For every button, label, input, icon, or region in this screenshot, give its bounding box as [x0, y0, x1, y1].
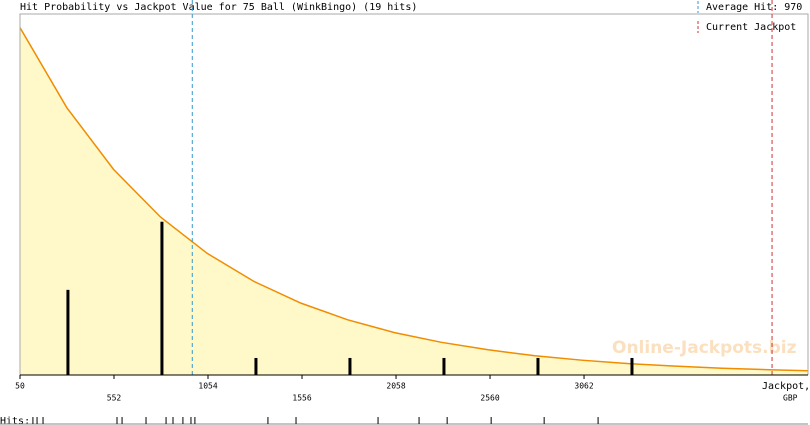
chart-title: Hit Probability vs Jackpot Value for 75 … [20, 2, 417, 13]
legend-box [697, 0, 808, 36]
x-tick-label: 3062 [574, 382, 593, 391]
bar [348, 357, 352, 375]
x-tick-label: 552 [107, 394, 122, 403]
x-tick-label: 1054 [198, 382, 217, 391]
x-tick-label: 2560 [480, 394, 499, 403]
plot-frame [19, 13, 809, 375]
curve [19, 27, 809, 372]
x-tick-label: 1556 [292, 394, 311, 403]
area-fill [20, 27, 808, 375]
bar [442, 357, 446, 375]
legend-average: Average Hit: 970 [706, 2, 802, 13]
hits-label: Hits: [0, 416, 30, 425]
x-axis-unit: GBP [783, 394, 798, 403]
x-tick-label: 50 [15, 382, 25, 391]
legend-jackpot: Current Jackpot [706, 22, 796, 33]
x-axis-label: Jackpot, [762, 381, 810, 392]
x-tick-label: 2058 [386, 382, 405, 391]
bar [66, 289, 70, 375]
bar [160, 221, 164, 375]
bar [630, 357, 634, 375]
bar [536, 357, 540, 375]
watermark: Online-Jackpots.biz [612, 338, 797, 358]
bar [254, 357, 258, 375]
